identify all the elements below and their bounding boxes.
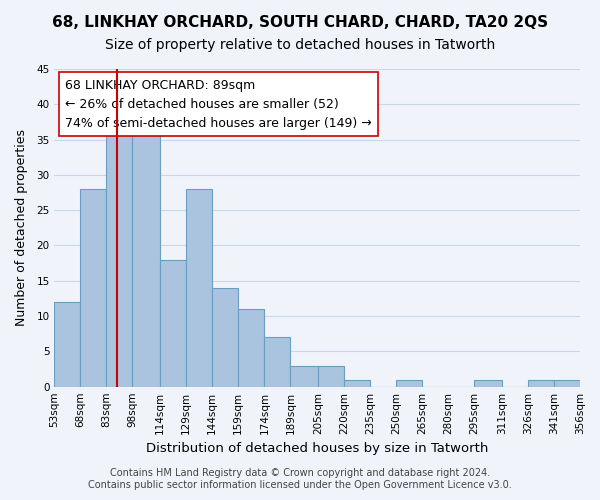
- Bar: [290, 366, 318, 386]
- Y-axis label: Number of detached properties: Number of detached properties: [15, 130, 28, 326]
- Bar: [133, 126, 160, 386]
- Bar: [554, 380, 580, 386]
- Bar: [160, 260, 186, 386]
- Bar: [106, 126, 133, 386]
- X-axis label: Distribution of detached houses by size in Tatworth: Distribution of detached houses by size …: [146, 442, 488, 455]
- Bar: [344, 380, 370, 386]
- Bar: [212, 288, 238, 386]
- Text: Contains HM Land Registry data © Crown copyright and database right 2024.
Contai: Contains HM Land Registry data © Crown c…: [88, 468, 512, 490]
- Bar: [318, 366, 344, 386]
- Bar: [80, 189, 106, 386]
- Bar: [265, 338, 290, 386]
- Bar: [55, 302, 80, 386]
- Bar: [238, 309, 265, 386]
- Text: 68, LINKHAY ORCHARD, SOUTH CHARD, CHARD, TA20 2QS: 68, LINKHAY ORCHARD, SOUTH CHARD, CHARD,…: [52, 15, 548, 30]
- Text: 68 LINKHAY ORCHARD: 89sqm
← 26% of detached houses are smaller (52)
74% of semi-: 68 LINKHAY ORCHARD: 89sqm ← 26% of detac…: [65, 78, 372, 130]
- Bar: [186, 189, 212, 386]
- Text: Size of property relative to detached houses in Tatworth: Size of property relative to detached ho…: [105, 38, 495, 52]
- Bar: [528, 380, 554, 386]
- Bar: [474, 380, 502, 386]
- Bar: [396, 380, 422, 386]
